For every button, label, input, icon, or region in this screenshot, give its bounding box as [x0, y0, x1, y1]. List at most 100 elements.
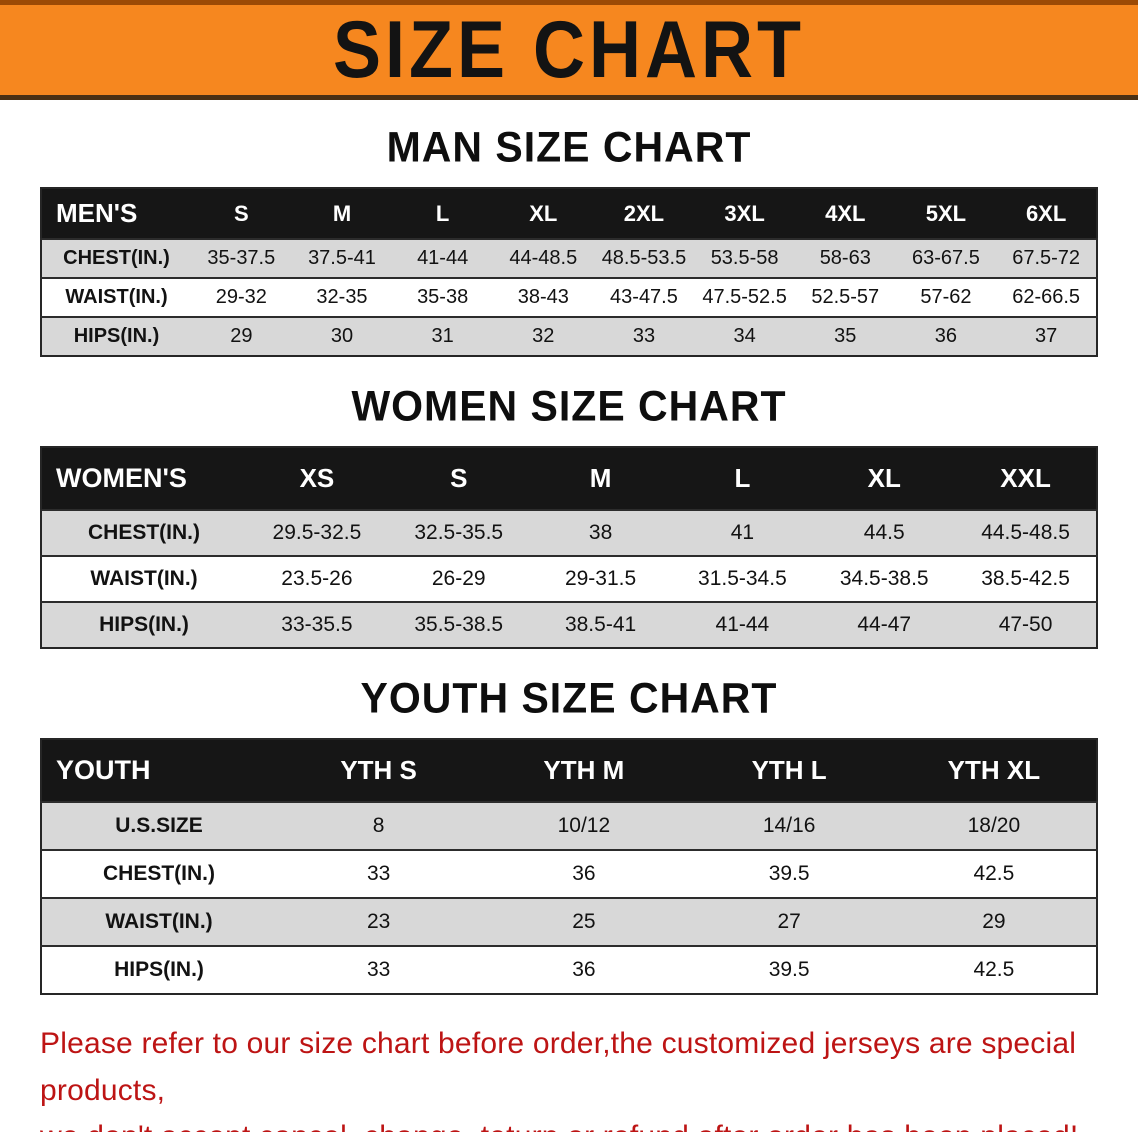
measurement-label: HIPS(IN.) [41, 316, 191, 356]
measurement-value: 67.5-72 [996, 238, 1097, 278]
measurement-value: 35.5-38.5 [387, 601, 530, 648]
measurement-value: 29-31.5 [529, 555, 672, 602]
measurement-label: CHEST(IN.) [41, 849, 276, 898]
measurement-label: WAIST(IN.) [41, 897, 276, 946]
youth-size-chart-heading: YOUTH SIZE CHART [360, 673, 778, 723]
title-banner: SIZE CHART [0, 0, 1138, 100]
measurement-value: 38.5-42.5 [955, 555, 1097, 602]
size-column-header: S [387, 447, 530, 510]
measurement-value: 52.5-57 [794, 277, 896, 317]
measurement-label: U.S.SIZE [41, 801, 276, 850]
size-column-header: YTH XL [891, 739, 1097, 802]
size-column-header: YTH L [686, 739, 892, 802]
measurement-value: 29 [191, 316, 292, 356]
measurement-label: CHEST(IN.) [41, 509, 246, 556]
measurement-value: 38 [529, 509, 672, 556]
table-header-row: MEN'S S M L XL 2XL 3XL 4XL 5XL 6XL [41, 188, 1097, 239]
measurement-value: 35 [794, 316, 896, 356]
measurement-value: 32-35 [291, 277, 393, 317]
measurement-value: 14/16 [686, 801, 892, 850]
table-row: WAIST(IN.) 29-32 32-35 35-38 38-43 43-47.5 47.… [41, 277, 1097, 317]
measurement-value: 43-47.5 [593, 277, 695, 317]
table-row: HIPS(IN.) 29 30 31 32 33 34 35 36 37 [41, 316, 1097, 356]
measurement-value: 26-29 [387, 555, 530, 602]
measurement-value: 44.5 [813, 509, 956, 556]
measurement-value: 23 [276, 897, 482, 946]
measurement-value: 32 [492, 316, 594, 356]
measurement-value: 47-50 [955, 601, 1097, 648]
size-column-header: L [671, 447, 814, 510]
men-size-chart-heading: MAN SIZE CHART [386, 122, 752, 172]
table-row: WAIST(IN.) 23 25 27 29 [41, 897, 1097, 946]
measurement-value: 57-62 [895, 277, 997, 317]
measurement-value: 39.5 [686, 849, 892, 898]
women-size-table: WOMEN'S XS S M L XL XXL CHEST(IN.) 29.5-32.5 32.5… [40, 446, 1098, 649]
measurement-value: 32.5-35.5 [387, 509, 530, 556]
measurement-value: 36 [481, 849, 687, 898]
table-row: WAIST(IN.) 23.5-26 26-29 29-31.5 31.5-34.5 34… [41, 555, 1097, 602]
measurement-value: 36 [481, 945, 687, 994]
measurement-value: 62-66.5 [996, 277, 1097, 317]
measurement-value: 38-43 [492, 277, 594, 317]
table-row: CHEST(IN.) 29.5-32.5 32.5-35.5 38 41 44.5 44.5… [41, 509, 1097, 556]
measurement-value: 34.5-38.5 [813, 555, 956, 602]
table-corner-label: YOUTH [41, 739, 276, 802]
size-column-header: XL [492, 188, 594, 239]
size-column-header: M [291, 188, 393, 239]
measurement-value: 36 [895, 316, 997, 356]
measurement-value: 58-63 [794, 238, 896, 278]
measurement-label: CHEST(IN.) [41, 238, 191, 278]
size-column-header: 2XL [593, 188, 695, 239]
table-corner-label: MEN'S [41, 188, 191, 239]
measurement-value: 63-67.5 [895, 238, 997, 278]
measurement-value: 41-44 [671, 601, 814, 648]
men-size-table: MEN'S S M L XL 2XL 3XL 4XL 5XL 6XL CHEST(IN.) 35-37… [40, 187, 1098, 357]
table-row: CHEST(IN.) 33 36 39.5 42.5 [41, 849, 1097, 898]
measurement-value: 33 [276, 849, 482, 898]
size-column-header: 6XL [996, 188, 1097, 239]
size-column-header: L [392, 188, 493, 239]
measurement-value: 44.5-48.5 [955, 509, 1097, 556]
table-row: HIPS(IN.) 33-35.5 35.5-38.5 38.5-41 41-44 44-… [41, 601, 1097, 648]
order-policy-line-1: Please refer to our size chart before or… [40, 1027, 1077, 1107]
measurement-value: 33 [593, 316, 695, 356]
table-header-row: YOUTH YTH S YTH M YTH L YTH XL [41, 739, 1097, 802]
measurement-value: 25 [481, 897, 687, 946]
measurement-value: 31 [392, 316, 493, 356]
measurement-value: 29 [891, 897, 1097, 946]
table-header-row: WOMEN'S XS S M L XL XXL [41, 447, 1097, 510]
table-corner-label: WOMEN'S [41, 447, 246, 510]
measurement-value: 30 [291, 316, 393, 356]
measurement-value: 47.5-52.5 [694, 277, 795, 317]
measurement-label: HIPS(IN.) [41, 601, 246, 648]
measurement-value: 44-47 [813, 601, 956, 648]
table-row: HIPS(IN.) 33 36 39.5 42.5 [41, 945, 1097, 994]
measurement-value: 35-37.5 [191, 238, 292, 278]
measurement-value: 18/20 [891, 801, 1097, 850]
size-column-header: 4XL [794, 188, 896, 239]
youth-size-table: YOUTH YTH S YTH M YTH L YTH XL U.S.SIZE 8 10/12… [40, 738, 1098, 995]
measurement-value: 48.5-53.5 [593, 238, 695, 278]
measurement-value: 29-32 [191, 277, 292, 317]
size-column-header: XXL [955, 447, 1097, 510]
measurement-value: 10/12 [481, 801, 687, 850]
measurement-value: 8 [276, 801, 482, 850]
measurement-value: 42.5 [891, 945, 1097, 994]
size-column-header: XL [813, 447, 956, 510]
measurement-value: 38.5-41 [529, 601, 672, 648]
measurement-label: WAIST(IN.) [41, 555, 246, 602]
measurement-value: 33 [276, 945, 482, 994]
measurement-value: 34 [694, 316, 795, 356]
table-row: U.S.SIZE 8 10/12 14/16 18/20 [41, 801, 1097, 850]
measurement-value: 23.5-26 [246, 555, 388, 602]
size-column-header: YTH S [276, 739, 482, 802]
size-column-header: 3XL [694, 188, 795, 239]
measurement-value: 42.5 [891, 849, 1097, 898]
measurement-value: 35-38 [392, 277, 493, 317]
measurement-value: 29.5-32.5 [246, 509, 388, 556]
size-column-header: S [191, 188, 292, 239]
measurement-value: 27 [686, 897, 892, 946]
measurement-value: 37 [996, 316, 1097, 356]
measurement-value: 37.5-41 [291, 238, 393, 278]
